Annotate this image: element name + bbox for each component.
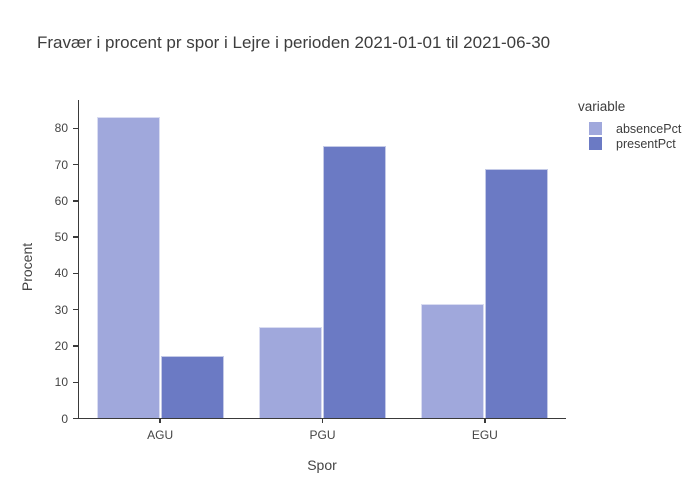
legend-item-presentPct[interactable]: presentPct (589, 136, 681, 151)
x-tick-label: PGU (309, 428, 336, 442)
y-tick-label: 50 (54, 230, 68, 245)
legend-label: absencePct (616, 121, 682, 136)
y-axis-title: Procent (19, 242, 35, 292)
legend: variable absencePct presentPct (578, 99, 681, 151)
legend-swatch-presentPct (589, 137, 602, 150)
y-tick-label: 70 (54, 157, 68, 172)
y-tick-40: 40 (55, 266, 79, 280)
y-tick-mark (73, 381, 79, 383)
y-tick-50: 50 (55, 230, 79, 244)
legend-label: presentPct (616, 136, 676, 151)
y-tick-label: 80 (54, 121, 68, 136)
y-tick-mark (73, 127, 79, 130)
y-tick-mark (73, 200, 79, 202)
y-tick-mark (73, 308, 79, 311)
y-tick-mark (73, 163, 79, 166)
y-tick-label: 20 (54, 338, 68, 353)
y-tick-mark (73, 236, 79, 238)
x-tick-mark (159, 418, 161, 423)
y-tick-10: 10 (55, 375, 79, 389)
x-axis-title: Spor (307, 457, 337, 473)
bar-egu-presentPct[interactable] (485, 169, 549, 418)
bar-group-pgu (241, 100, 403, 418)
y-tick-label: 30 (54, 302, 68, 317)
y-tick-label: 40 (54, 266, 68, 281)
y-tick-0: 0 (61, 412, 79, 426)
y-tick-mark (73, 417, 79, 420)
x-tick-egu: EGU (472, 418, 498, 442)
bar-pgu-absencePct[interactable] (258, 327, 322, 418)
bar-agu-presentPct[interactable] (160, 356, 224, 418)
legend-items: absencePct presentPct (578, 121, 681, 151)
legend-swatch-absencePct (589, 122, 602, 135)
legend-item-absencePct[interactable]: absencePct (589, 121, 681, 136)
chart-title: Fravær i procent pr spor i Lejre i perio… (37, 33, 551, 52)
y-tick-70: 70 (55, 158, 79, 172)
y-tick-20: 20 (55, 339, 79, 353)
bars-container (79, 100, 566, 418)
x-tick-agu: AGU (147, 418, 173, 442)
bar-pgu-presentPct[interactable] (322, 146, 386, 418)
y-tick-60: 60 (55, 194, 79, 208)
bar-group-egu (404, 100, 566, 418)
y-tick-label: 60 (54, 193, 68, 208)
y-tick-30: 30 (55, 303, 79, 317)
x-tick-label: EGU (471, 428, 498, 442)
y-tick-mark (73, 345, 79, 347)
x-tick-mark (321, 418, 324, 423)
x-tick-mark (484, 418, 486, 423)
y-tick-label: 10 (54, 375, 68, 390)
x-tick-pgu: PGU (309, 418, 336, 442)
y-tick-80: 80 (55, 121, 79, 135)
legend-title: variable (578, 99, 626, 114)
y-tick-label: 0 (61, 411, 68, 426)
y-tick-mark (73, 272, 79, 275)
plot-area: 0 10 20 30 40 50 60 70 80 AGU PGU EGU (55, 100, 566, 442)
bar-agu-absencePct[interactable] (96, 117, 160, 418)
x-tick-label: AGU (147, 428, 174, 442)
bar-egu-absencePct[interactable] (421, 304, 485, 418)
bar-group-agu (79, 100, 241, 418)
